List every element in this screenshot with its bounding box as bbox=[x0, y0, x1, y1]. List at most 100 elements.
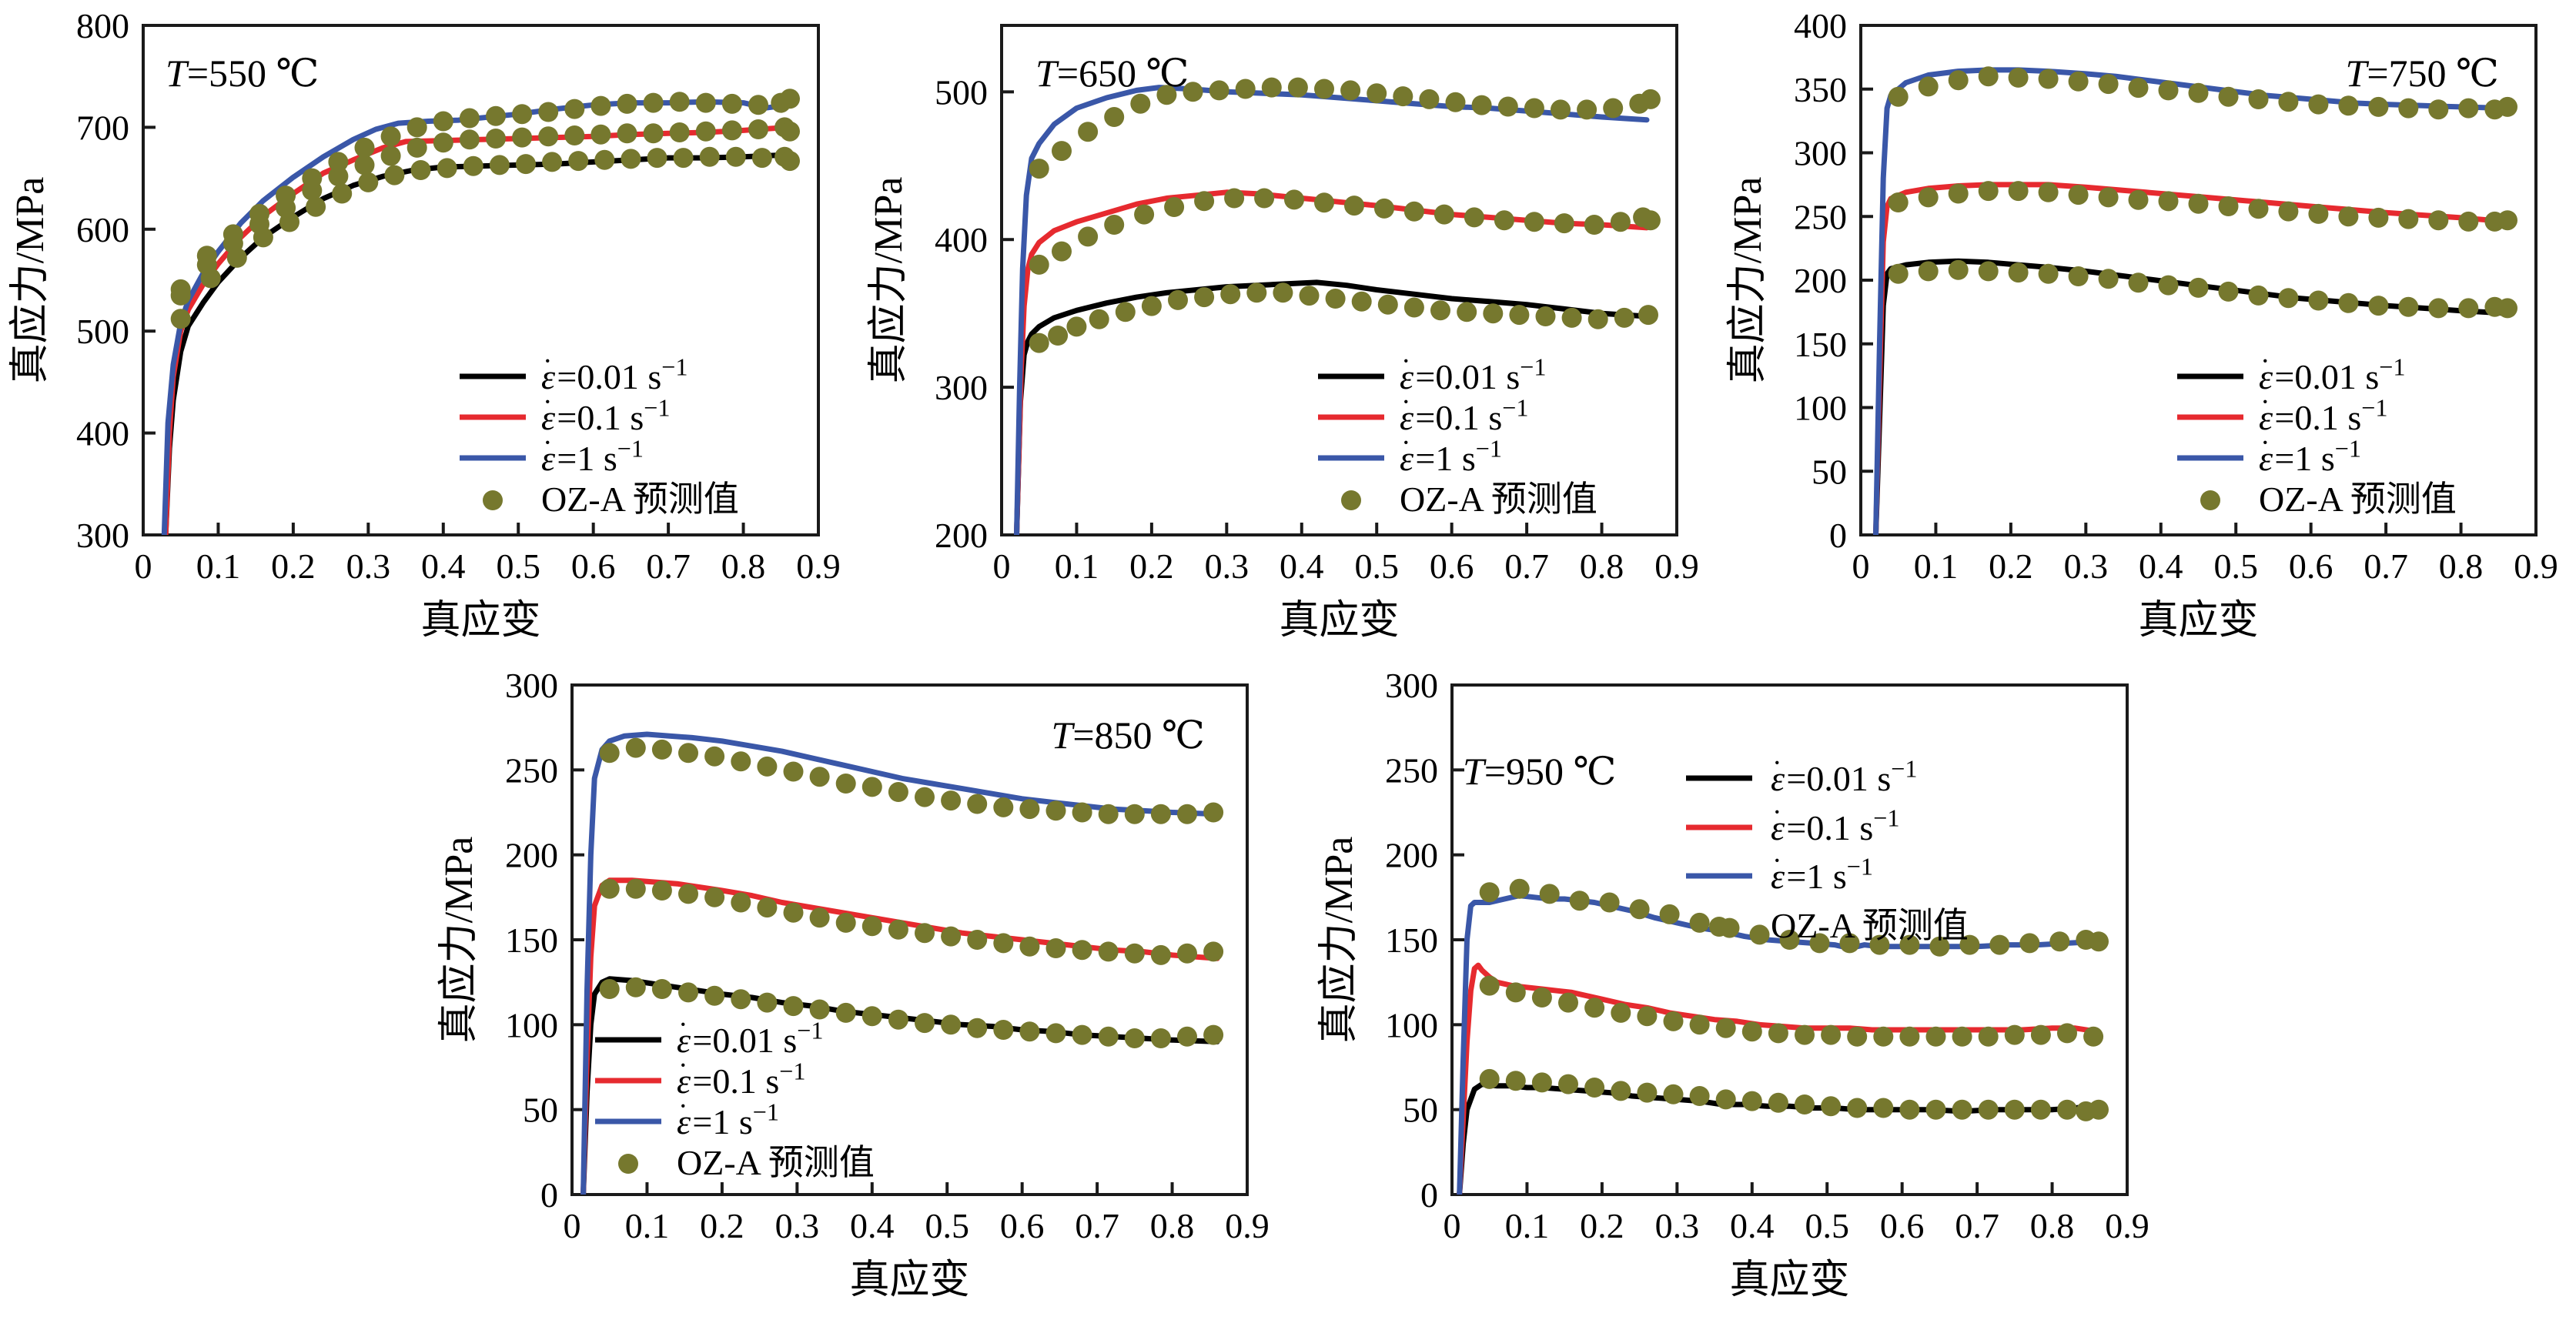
scatter-point bbox=[1918, 261, 1939, 282]
plot-frame bbox=[142, 24, 820, 536]
scatter-point bbox=[757, 992, 778, 1013]
scatter-point bbox=[1614, 307, 1634, 328]
scatter-point bbox=[1551, 99, 1571, 120]
x-tick-label: 0.5 bbox=[1354, 546, 1399, 586]
scatter-point bbox=[1611, 1002, 1631, 1023]
scatter-point bbox=[2338, 95, 2359, 116]
scatter-point bbox=[433, 132, 453, 153]
scatter-point bbox=[2458, 298, 2479, 319]
scatter-point bbox=[1561, 307, 1582, 328]
scatter-point bbox=[2278, 201, 2299, 222]
scatter-point bbox=[2308, 94, 2329, 115]
scatter-point bbox=[433, 111, 453, 132]
plot-title: T=550 ℃ bbox=[166, 52, 319, 95]
x-tick-label: 0 bbox=[993, 546, 1011, 586]
scatter-point bbox=[1610, 212, 1631, 232]
scatter-point bbox=[302, 168, 323, 189]
scatter-point bbox=[888, 1009, 908, 1030]
x-tick-label: 0.7 bbox=[1504, 546, 1549, 586]
scatter-point bbox=[1194, 191, 1215, 212]
scatter-point bbox=[1048, 326, 1069, 346]
scatter-point bbox=[1209, 80, 1229, 101]
legend-label: OZ-A 预测值 bbox=[677, 1143, 875, 1182]
scatter-point bbox=[512, 127, 533, 148]
scatter-point bbox=[1558, 992, 1578, 1013]
scatter-point bbox=[2019, 933, 2040, 954]
y-tick-label: 500 bbox=[76, 312, 129, 351]
scatter-point bbox=[512, 104, 533, 125]
scatter-point bbox=[835, 1002, 856, 1023]
scatter-point bbox=[678, 982, 698, 1003]
scatter-point bbox=[276, 185, 296, 206]
scatter-point bbox=[1367, 83, 1387, 104]
scatter-point bbox=[1749, 924, 1770, 945]
scatter-point bbox=[542, 152, 563, 172]
y-tick-label: 400 bbox=[76, 414, 129, 453]
scatter-point bbox=[1104, 107, 1125, 127]
scatter-point bbox=[1177, 943, 1197, 964]
scatter-point bbox=[1637, 1006, 1658, 1027]
scatter-point bbox=[1314, 192, 1334, 213]
scatter-point bbox=[2128, 78, 2149, 99]
y-axis-label: 真应力/MPa bbox=[437, 837, 481, 1044]
scatter-point bbox=[2428, 99, 2449, 120]
scatter-point bbox=[1978, 1026, 1999, 1047]
scatter-point bbox=[594, 149, 615, 170]
scatter-point bbox=[1640, 210, 1661, 231]
scatter-point bbox=[967, 1018, 988, 1038]
scatter-point bbox=[809, 767, 830, 787]
scatter-point bbox=[1599, 892, 1620, 913]
scatter-point bbox=[1795, 1094, 1815, 1114]
scatter-point bbox=[1638, 305, 1658, 326]
y-axis-label: 真应力/MPa bbox=[867, 177, 911, 384]
curve-rate-01 bbox=[1457, 962, 2100, 1195]
scatter-point bbox=[1768, 1023, 1788, 1044]
scatter-point bbox=[757, 756, 778, 777]
x-tick-label: 0.8 bbox=[2439, 546, 2484, 586]
x-axis-label: 真应变 bbox=[1279, 599, 1399, 643]
curve-rate-01 bbox=[162, 124, 791, 535]
legend-label: OZ-A 预测值 bbox=[541, 480, 739, 519]
legend-label: ε· =0.01 s−1 bbox=[677, 1008, 824, 1060]
x-tick-label: 0.5 bbox=[496, 546, 540, 586]
scatter-point bbox=[783, 996, 804, 1017]
scatter-point bbox=[1134, 204, 1155, 225]
scatter-point bbox=[647, 148, 667, 169]
scatter-point bbox=[1351, 291, 1372, 312]
scatter-point bbox=[249, 203, 269, 224]
scatter-point bbox=[2008, 181, 2029, 202]
legend-dot-sample bbox=[1709, 917, 1729, 937]
scatter-point bbox=[489, 155, 510, 175]
subplot-t650: 0 0.1 0.2 0.3 0.4 0.5 0.6 0.7 0.8 0.9 200 300 400 500… bbox=[858, 0, 1717, 660]
scatter-point bbox=[1952, 1026, 1972, 1047]
scatter-point bbox=[306, 196, 326, 217]
scatter-point bbox=[941, 1014, 962, 1035]
scatter-point bbox=[861, 777, 882, 797]
scatter-point bbox=[1150, 944, 1171, 965]
scatter-point bbox=[1741, 1091, 1762, 1111]
scatter-point bbox=[437, 158, 457, 179]
x-tick-label: 0.4 bbox=[2139, 546, 2183, 586]
x-tick-label: 0.3 bbox=[1655, 1206, 1700, 1245]
scatter-point bbox=[1445, 92, 1466, 112]
scatter-point bbox=[170, 309, 191, 329]
scatter-point bbox=[1150, 1028, 1171, 1048]
scatter-point bbox=[1925, 1099, 1946, 1120]
y-tick-label: 150 bbox=[505, 921, 558, 960]
plot-title: T=750 ℃ bbox=[2346, 52, 2499, 95]
scatter-point bbox=[1374, 198, 1394, 219]
scatter-point bbox=[888, 782, 908, 802]
scatter-point bbox=[1948, 183, 1969, 204]
scatter-point bbox=[1273, 282, 1293, 303]
scatter-point bbox=[1821, 1024, 1842, 1045]
scatter-point bbox=[695, 121, 716, 142]
scatter-point bbox=[1029, 254, 1049, 275]
scatter-point bbox=[1072, 802, 1092, 823]
scatter-point bbox=[669, 122, 690, 142]
y-tick-label: 0 bbox=[1829, 516, 1847, 555]
scatter-point bbox=[2497, 210, 2517, 231]
scatter-point bbox=[1847, 1098, 1868, 1118]
scatter-point bbox=[2068, 185, 2089, 206]
x-axis-label: 真应变 bbox=[849, 1258, 969, 1302]
